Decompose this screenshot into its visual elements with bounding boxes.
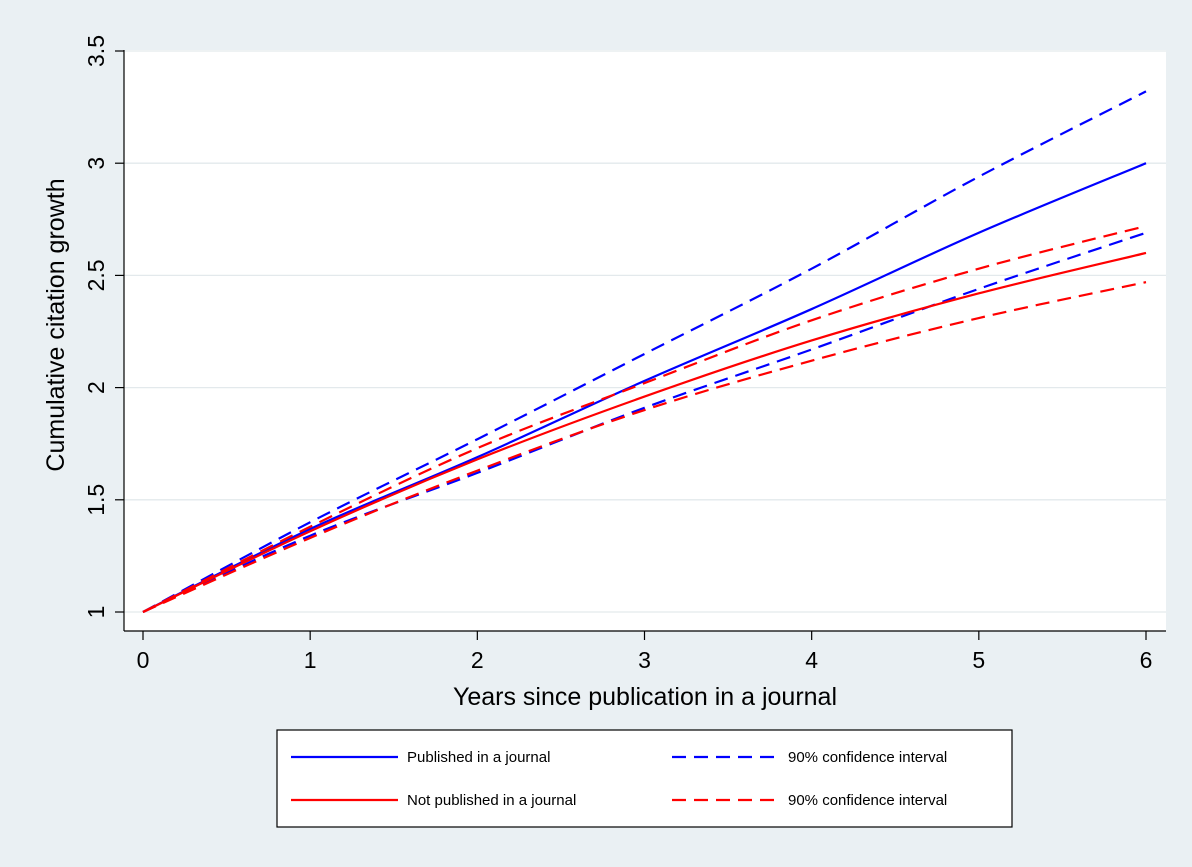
legend: Published in a journal 90% confidence int… [276,729,1013,828]
x-axis-title: Years since publication in a journal [453,683,837,711]
legend-label-0: Published in a journal [407,749,550,766]
x-tick-label: 4 [805,647,818,673]
series-line-5 [142,281,1147,614]
legend-box [276,729,1013,828]
y-tick-label: 1.5 [83,484,109,516]
y-tick-label: 3.5 [83,35,109,67]
tick-marks: 1 1.5 2 2.5 3 3.5 0 1 2 3 4 5 6 [83,35,1152,673]
x-tick-label: 1 [304,647,317,673]
x-tick-label: 6 [1140,647,1153,673]
y-tick-label: 3 [83,157,109,170]
legend-label-1: 90% confidence interval [788,749,947,766]
x-tick-label: 3 [638,647,651,673]
series-line-1 [142,90,1147,613]
y-tick-label: 2 [83,381,109,394]
gridlines [124,50,1166,613]
legend-label-2: Not published in a journal [407,792,576,809]
series-line-0 [142,162,1147,613]
y-tick-label: 1 [83,606,109,619]
series-line-3 [142,251,1147,613]
x-tick-label: 2 [471,647,484,673]
series-lines [142,90,1147,614]
legend-label-3: 90% confidence interval [788,792,947,809]
x-tick-label: 0 [137,647,150,673]
series-line-2 [142,231,1147,614]
series-line-4 [142,224,1147,613]
x-tick-label: 5 [972,647,985,673]
y-axis-title: Cumulative citation growth [42,178,70,471]
y-tick-label: 2.5 [83,259,109,291]
